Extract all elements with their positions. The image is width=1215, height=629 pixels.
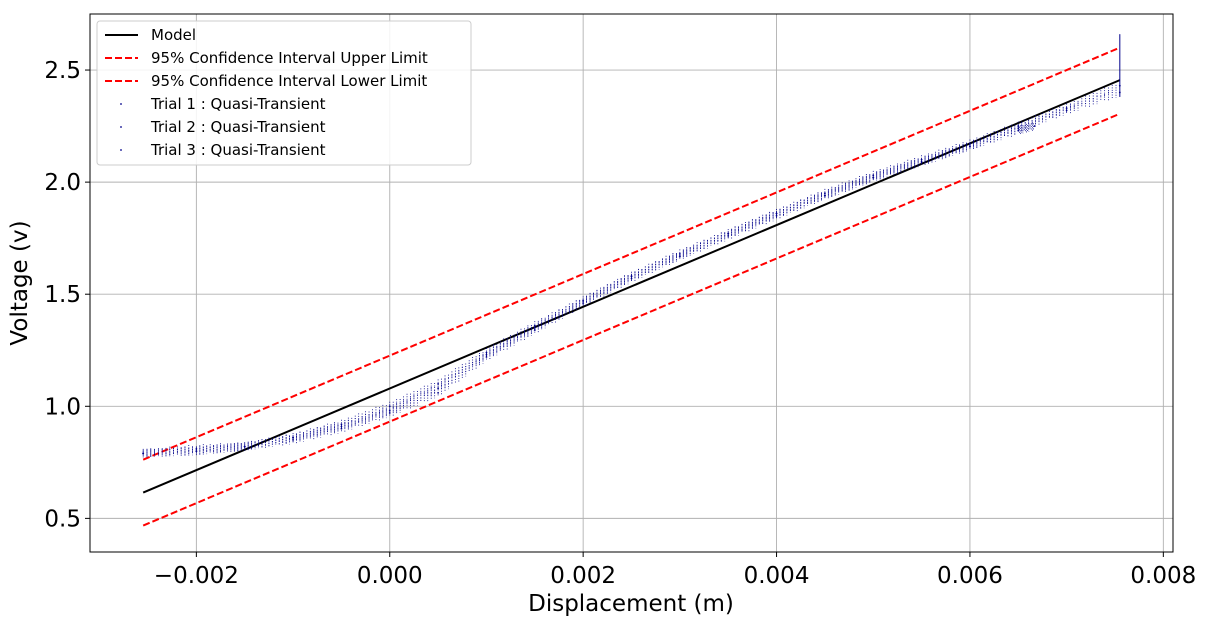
legend-label: Model [151,26,196,44]
legend: Model 95% Confidence Interval Upper Limit… [96,20,472,166]
data-point [582,302,585,305]
data-point [437,387,440,390]
data-point [485,356,488,358]
grid [90,14,1173,552]
y-tick-label: 1.0 [44,394,81,420]
y-axis-label: Voltage (v) [7,220,33,345]
data-point [1065,109,1068,112]
data-point [1017,129,1020,132]
y-tick-label: 0.5 [44,506,81,532]
y-tick-label: 1.5 [44,282,81,308]
model-line [142,79,1121,494]
x-tick-label: 0.000 [357,563,423,589]
data-point [1033,125,1036,127]
data-point [340,427,343,430]
y-tick-label: 2.0 [44,170,81,196]
data-point [872,176,875,179]
data-point [388,405,391,408]
data-point [678,255,681,257]
x-tick-label: 0.004 [744,563,810,589]
data-point [437,382,440,385]
confidence-line [142,46,1121,461]
data-point [292,439,294,441]
data-point [920,161,923,163]
data-point [1017,125,1020,127]
y-tick-label: 2.5 [44,58,81,84]
legend-swatch [120,126,122,128]
x-tick-label: 0.006 [937,563,1003,589]
x-tick-label: 0.002 [550,563,616,589]
legend-label: Trial 3 : Quasi-Transient [150,141,326,159]
plot-area [142,34,1121,527]
legend-label: 95% Confidence Interval Lower Limit [151,72,427,90]
legend-swatch [120,149,122,151]
data-point [533,326,536,329]
legend-label: 95% Confidence Interval Upper Limit [151,49,428,67]
data-point [775,214,778,217]
legend-label: Trial 2 : Quasi-Transient [150,118,326,136]
data-point [340,425,343,428]
legend-swatch [120,103,122,105]
data-point [1065,107,1068,110]
axes: −0.002 0.000 0.002 0.004 0.006 0.008 0.5 1.0 1.5… [44,58,1196,589]
plot-frame [89,13,1174,553]
legend-label: Trial 1 : Quasi-Transient [150,95,326,113]
data-point [727,232,730,235]
data-point [630,275,633,278]
data-point [533,329,536,331]
data-point [195,450,198,453]
legend-box [96,20,472,166]
data-point [969,145,971,148]
data-point [388,409,391,412]
data-point [388,412,391,414]
data-point [727,235,730,237]
x-axis-label: Displacement (m) [528,591,734,617]
data-point [582,300,585,302]
data-point [292,436,294,439]
data-point [437,391,440,394]
data-point [142,452,145,455]
data-point [243,445,246,448]
x-tick-label: 0.008 [1130,563,1196,589]
data-point [775,212,778,215]
data-point [823,194,826,197]
data-point [195,447,198,450]
data-point [485,353,488,356]
confidence-line [142,112,1121,527]
trial-series [142,122,1036,458]
x-tick-label: −0.002 [154,563,239,589]
data-point [630,277,633,280]
